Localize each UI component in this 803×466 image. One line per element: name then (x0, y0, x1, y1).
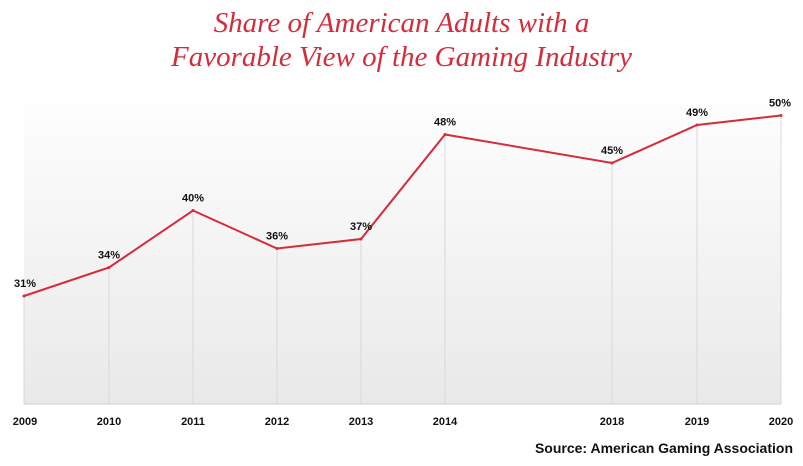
data-label-2013: 37% (350, 221, 372, 233)
title-line-1: Share of American Adults with a (213, 7, 590, 39)
data-point-2009 (22, 294, 26, 298)
x-tick-2019: 2019 (685, 416, 709, 428)
data-label-2010: 34% (98, 250, 120, 262)
data-label-2009: 31% (14, 278, 36, 290)
data-label-2020: 50% (769, 98, 791, 110)
data-label-2014: 48% (434, 117, 456, 129)
data-label-2018: 45% (601, 145, 623, 157)
data-label-2019: 49% (686, 107, 708, 119)
plot-background (24, 82, 781, 404)
x-tick-2013: 2013 (349, 416, 373, 428)
data-point-2020 (779, 114, 783, 117)
x-tick-2012: 2012 (265, 416, 289, 428)
data-label-2011: 40% (182, 193, 204, 205)
x-tick-2009: 2009 (13, 416, 37, 428)
source-note: Source: American Gaming Association (534, 440, 793, 456)
x-tick-2014: 2014 (433, 416, 458, 428)
data-point-2011 (191, 209, 195, 212)
chart-title: Share of American Adults with a Favorabl… (0, 6, 803, 74)
title-line-2: Favorable View of the Gaming Industry (171, 41, 632, 73)
x-tick-2010: 2010 (97, 416, 121, 428)
x-tick-2020: 2020 (769, 416, 793, 428)
x-tick-2018: 2018 (600, 416, 624, 428)
data-label-2012: 36% (266, 231, 288, 243)
data-point-2010 (107, 266, 111, 269)
data-point-2018 (610, 161, 614, 165)
data-point-2013 (359, 237, 363, 241)
data-point-2019 (695, 123, 699, 127)
data-point-2012 (275, 247, 279, 250)
data-point-2014 (443, 133, 447, 136)
x-tick-2011: 2011 (181, 416, 205, 428)
